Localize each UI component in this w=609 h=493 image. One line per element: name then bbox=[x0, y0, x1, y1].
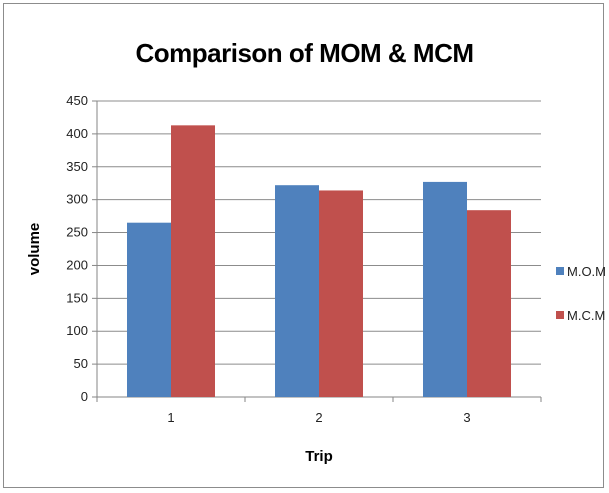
bar-mom-trip-2 bbox=[275, 185, 319, 397]
x-tick-label: 1 bbox=[167, 410, 174, 425]
legend: M.O.M M.C.M bbox=[556, 264, 606, 352]
bar-mcm-trip-2 bbox=[319, 190, 363, 397]
y-tick-label: 100 bbox=[66, 323, 88, 338]
y-tick-label: 50 bbox=[74, 356, 88, 371]
y-tick-label: 450 bbox=[66, 93, 88, 108]
x-tick-label: 3 bbox=[463, 410, 470, 425]
y-tick-label: 250 bbox=[66, 225, 88, 240]
y-tick-label: 350 bbox=[66, 159, 88, 174]
legend-label-mcm: M.C.M bbox=[567, 307, 606, 323]
legend-swatch-mcm bbox=[556, 311, 564, 319]
y-tick-label: 200 bbox=[66, 257, 88, 272]
x-tick-label: 2 bbox=[315, 410, 322, 425]
y-tick-label: 150 bbox=[66, 290, 88, 305]
y-axis-title: volume bbox=[26, 223, 43, 276]
legend-item-mom: M.O.M bbox=[556, 263, 606, 279]
y-tick-label: 400 bbox=[66, 126, 88, 141]
legend-item-mcm: M.C.M bbox=[556, 307, 606, 323]
x-axis-title: Trip bbox=[305, 448, 333, 465]
bar-mom-trip-1 bbox=[127, 222, 171, 397]
legend-label-mom: M.O.M bbox=[567, 263, 606, 279]
y-tick-label: 300 bbox=[66, 192, 88, 207]
chart-title: Comparison of MOM & MCM bbox=[135, 38, 474, 68]
bar-mcm-trip-1 bbox=[171, 125, 215, 398]
bar-mcm-trip-3 bbox=[467, 210, 511, 397]
bar-mom-trip-3 bbox=[423, 181, 467, 397]
y-tick-label: 0 bbox=[81, 389, 88, 404]
legend-swatch-mom bbox=[556, 267, 564, 275]
